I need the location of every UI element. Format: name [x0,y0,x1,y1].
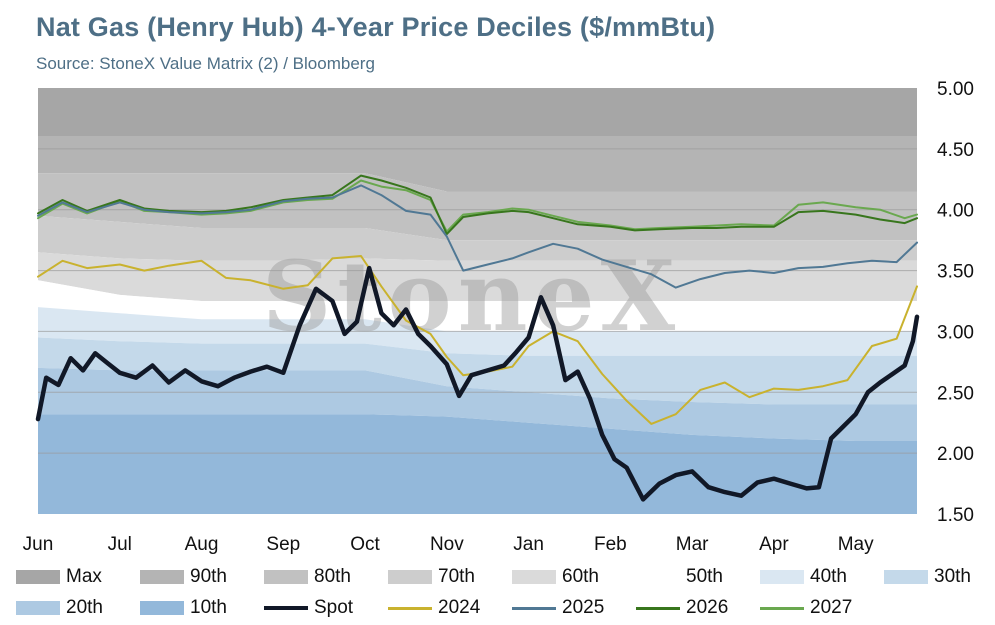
legend-item-spot: Spot [264,597,353,619]
legend-swatch [636,606,680,610]
x-tick-label: Nov [430,534,464,555]
legend-item-2025: 2025 [512,597,604,619]
x-tick-label: Jan [513,534,544,555]
legend-item-60th: 60th [512,566,599,588]
legend-item-50th: 50th [636,566,723,588]
legend-label: 2024 [438,597,481,618]
legend-label: 2026 [686,597,729,618]
band-10th [38,414,917,514]
legend-label: 40th [810,566,847,587]
legend-swatch [264,570,308,584]
series-2026 [37,174,918,236]
y-tick-label: 3.50 [937,262,974,283]
x-tick-label: Jun [23,534,54,555]
series-spot [35,265,920,502]
y-tick-label: 2.00 [937,444,974,465]
legend-label: Spot [314,597,354,618]
legend-swatch [16,570,60,584]
legend-item-2027: 2027 [760,597,852,619]
legend-swatch [140,601,184,615]
y-tick-label: 1.50 [937,505,974,526]
x-tick-label: Oct [350,534,380,555]
legend-label: Max [66,566,102,587]
band-60th [38,252,917,301]
x-axis: Jun Jul Aug Sep Oct Nov Jan Feb Mar Apr May [23,534,874,555]
chart-subtitle: Source: StoneX Value Matrix (2) / Bloomb… [36,54,375,73]
legend-item-90th: 90th [140,566,227,588]
legend-label: 20th [66,597,103,618]
legend-label: 70th [438,566,475,587]
legend-item-80th: 80th [264,566,351,588]
legend-label: 30th [934,566,971,587]
x-tick-label: Sep [266,534,300,555]
legend-item-2026: 2026 [636,597,728,619]
x-tick-label: Aug [185,534,219,555]
x-tick-label: Jul [108,534,132,555]
band-80th [38,173,917,241]
legend-label: 2025 [562,597,605,618]
x-tick-label: Feb [594,534,627,555]
legend-swatch [636,570,680,584]
legend-item-10th: 10th [140,597,227,619]
band-70th [38,215,917,261]
x-tick-label: Mar [676,534,709,555]
legend-label: 80th [314,566,351,587]
legend-swatch [884,570,928,584]
chart-title: Nat Gas (Henry Hub) 4-Year Price Deciles… [36,12,716,42]
legend-swatch [388,570,432,584]
y-tick-label: 4.00 [937,201,974,222]
legend-label: 60th [562,566,599,587]
legend-item-max: Max [16,566,102,588]
band-30th [38,337,917,405]
legend-swatch [264,606,308,610]
legend-label: 90th [190,566,227,587]
legend-label: 2027 [810,597,853,618]
band-20th [38,367,917,441]
legend-item-20th: 20th [16,597,103,619]
y-axis: 5.00 4.50 4.00 3.50 3.00 2.50 2.00 1.50 [937,79,974,526]
y-tick-label: 4.50 [937,140,974,161]
legend-swatch [140,570,184,584]
band-50th [38,280,917,332]
legend-item-30th: 30th [884,566,971,588]
legend-swatch [16,601,60,615]
gridlines [38,148,917,454]
legend-item-70th: 70th [388,566,475,588]
legend-swatch [760,606,804,610]
band-max [38,88,917,137]
legend-item-40th: 40th [760,566,847,588]
legend-item-2024: 2024 [388,597,480,619]
x-tick-label: Apr [759,534,789,555]
legend-label: 50th [686,566,723,587]
decile-chart: StoneX 5.004.504.003.503.002.502.001.50 … [23,79,974,555]
legend-swatch [388,606,432,610]
price-lines [35,174,920,502]
legend-swatch [512,606,556,610]
legend-swatch [512,570,556,584]
legend-swatch [760,570,804,584]
series-2025 [37,184,918,289]
band-90th [38,136,917,192]
y-tick-label: 2.50 [937,383,974,404]
legend-label: 10th [190,597,227,618]
y-tick-label: 5.00 [937,79,974,100]
y-tick-label: 3.00 [937,322,974,343]
x-tick-label: May [838,534,874,555]
